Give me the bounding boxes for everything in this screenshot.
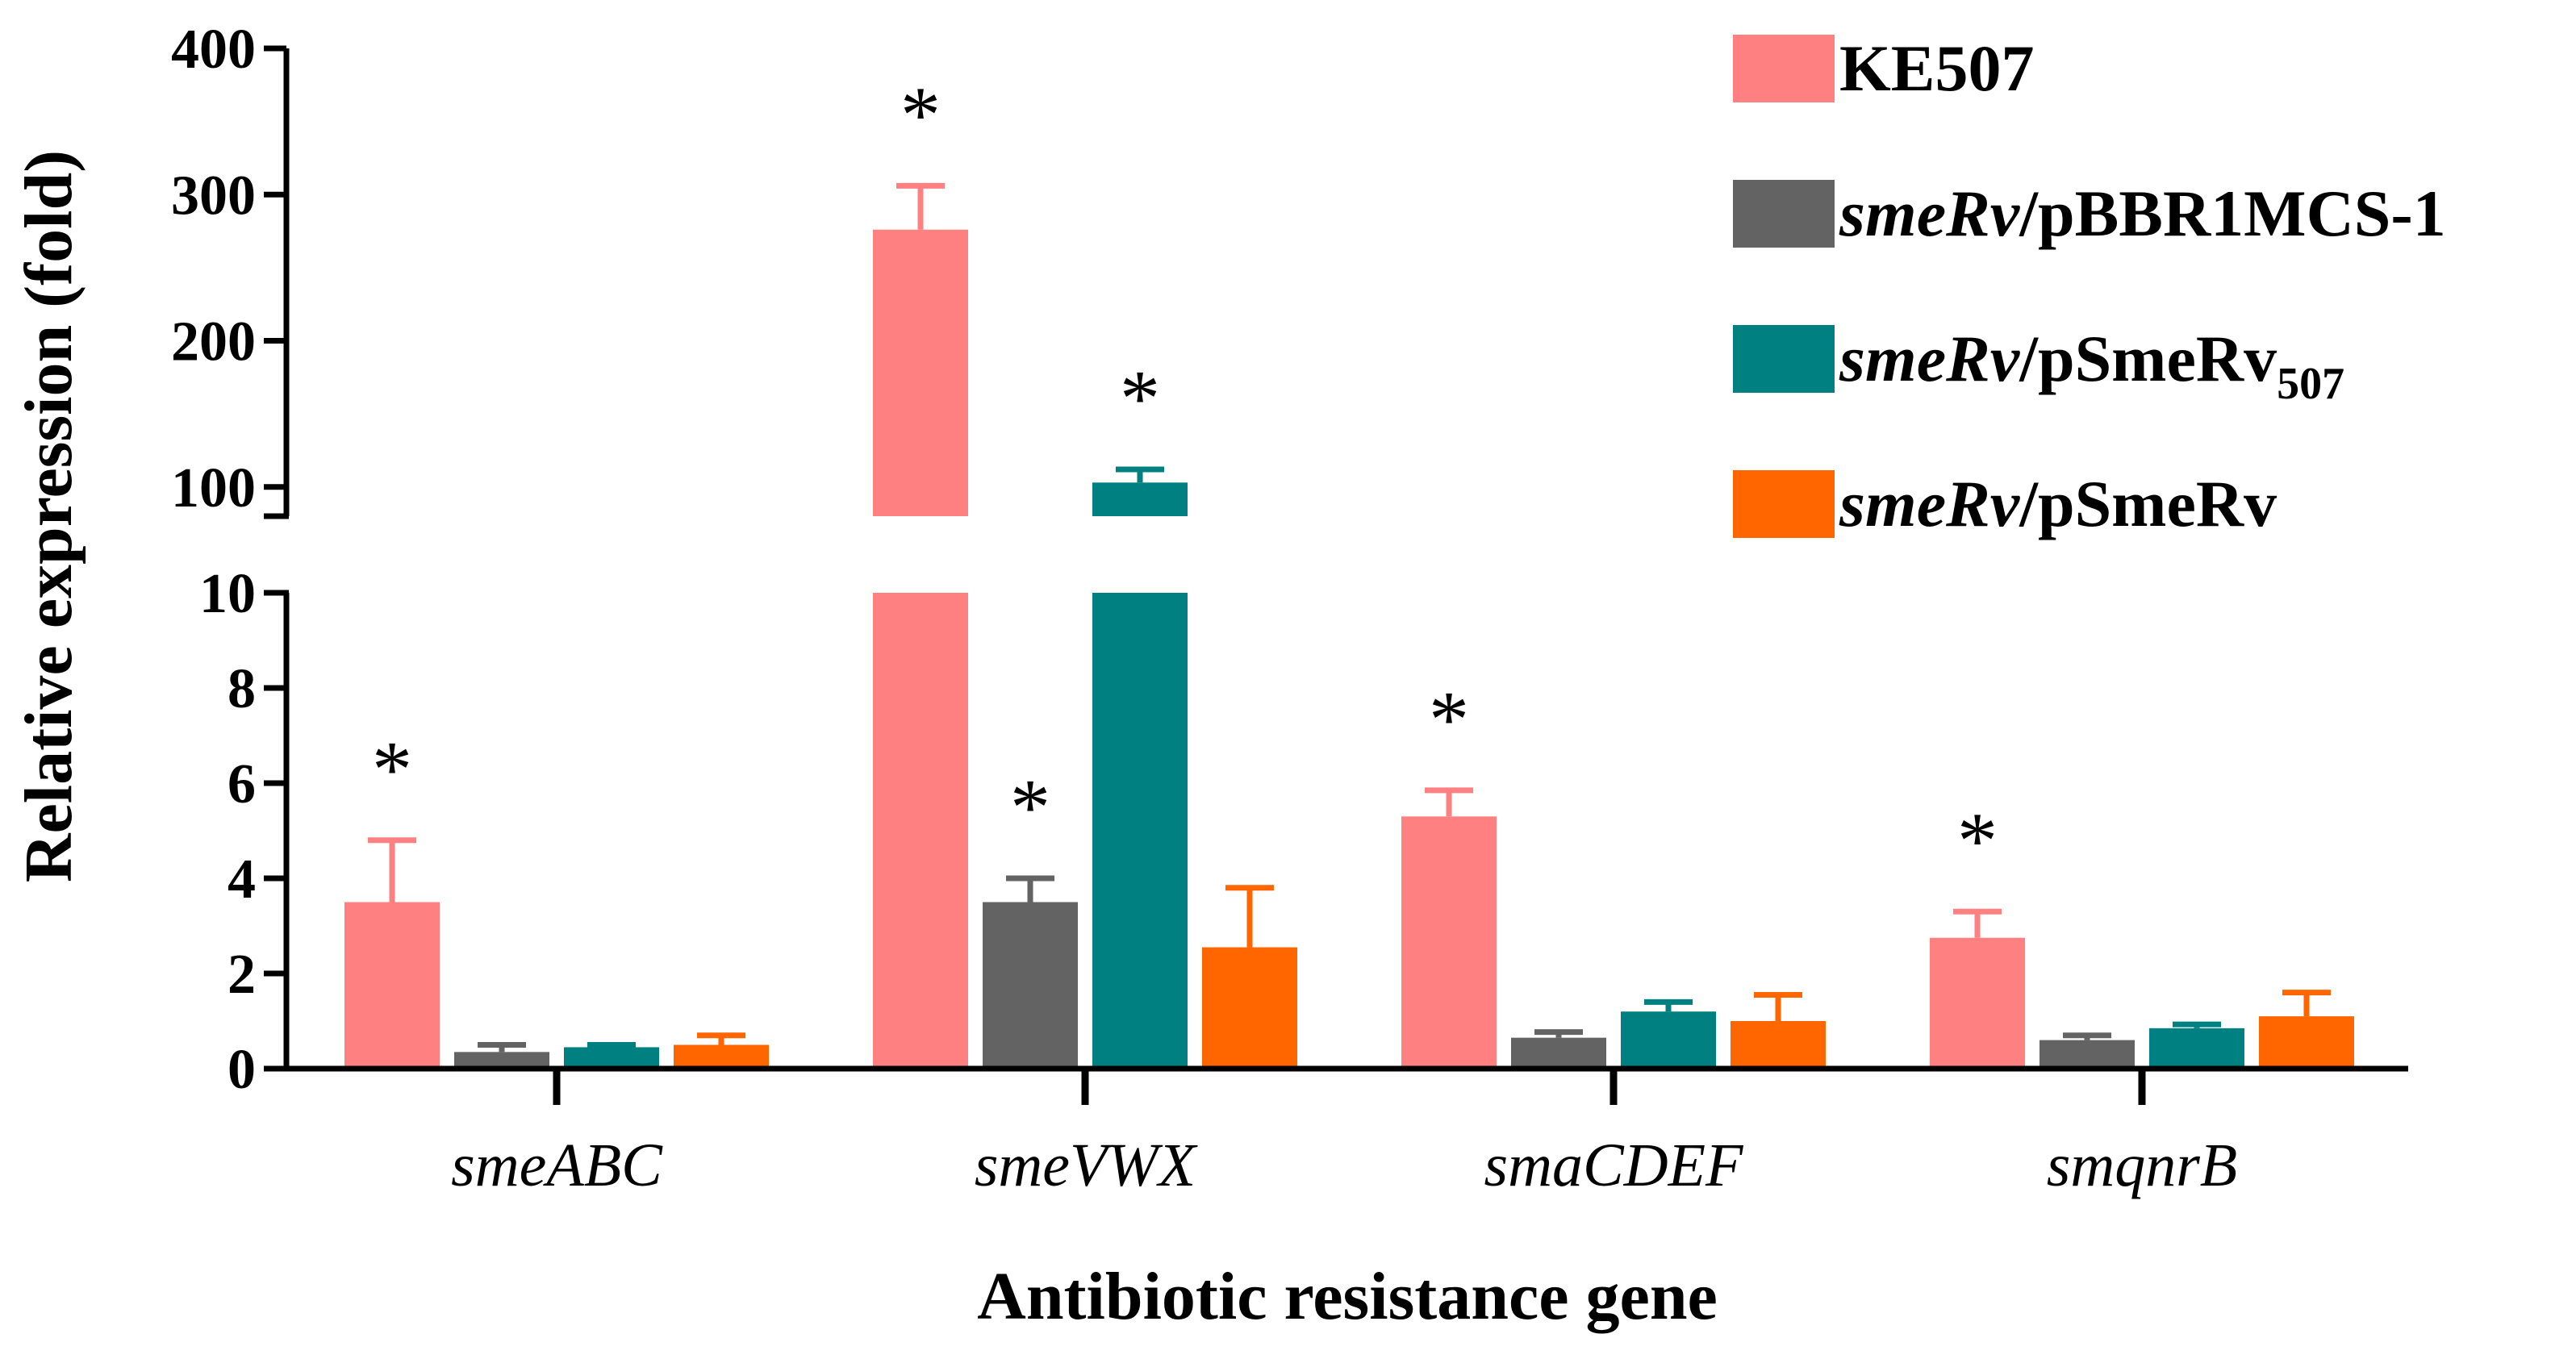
y-axis-title: Relative expression (fold) [11,150,86,882]
significance-star-smqnrB-s0: * [1957,795,1998,885]
y-tick-label-6: 6 [228,753,256,815]
legend-label-italic-1: smeRv [1839,177,2021,250]
y-tick-label-8: 8 [228,658,256,720]
y-tick-label-2: 2 [228,944,256,1006]
bar-smeVWX-s0-lower [873,593,968,1069]
y-tick-label-300: 300 [171,165,256,227]
y-tick-label-10: 10 [199,563,256,625]
bar-smeVWX-s3 [1202,947,1297,1069]
legend-swatch-2 [1733,325,1835,393]
bar-smqnrB-s0 [1930,937,2025,1069]
significance-star-smeABC-s0: * [372,724,412,814]
bar-smeVWX-s2-lower [1092,593,1188,1069]
y-tick-label-100: 100 [171,457,256,519]
bar-smeVWX-s0-upper [873,229,968,516]
y-tick-label-0: 0 [228,1039,256,1101]
bar-smeABC-s3 [674,1044,769,1069]
legend-label-italic-3: smeRv [1839,467,2021,540]
legend-label-0: KE507 [1839,31,2034,105]
legend-label-italic-2: smeRv [1839,322,2021,395]
x-tick-label-smeABC: smeABC [451,1132,663,1199]
bar-smeABC-s2 [564,1047,659,1069]
bar-smaCDEF-s0 [1401,816,1497,1069]
bar-smqnrB-s3 [2259,1016,2354,1069]
significance-star-smaCDEF-s0: * [1429,674,1469,764]
legend-label-text-0: KE507 [1839,31,2034,105]
significance-star-smeVWX-s0: * [900,69,941,159]
legend-swatch-3 [1733,470,1835,538]
x-tick-label-smeVWX: smeVWX [975,1132,1198,1199]
legend-label-subscript-2: 507 [2277,359,2344,409]
bar-smaCDEF-s1 [1511,1037,1606,1069]
bar-smaCDEF-s3 [1731,1021,1826,1069]
legend-label-2: smeRv/pSmeRv507 [1839,322,2344,409]
significance-star-smeVWX-s1: * [1010,762,1050,852]
bar-smeABC-s0 [344,902,440,1069]
x-tick-label-smaCDEF: smaCDEF [1484,1132,1744,1199]
legend-label-text-3: /pSmeRv [2019,467,2277,540]
bar-smeVWX-s2-upper [1092,482,1188,516]
legend-swatch-1 [1733,180,1835,248]
legend-label-text-1: /pBBR1MCS-1 [2019,177,2446,250]
legend-label-1: smeRv/pBBR1MCS-1 [1839,177,2446,250]
legend-swatch-0 [1733,35,1835,102]
y-tick-label-400: 400 [171,19,256,81]
bar-smaCDEF-s2 [1621,1011,1716,1069]
significance-star-smeVWX-s2: * [1120,353,1160,443]
bar-smeABC-s1 [454,1052,549,1069]
bar-smqnrB-s2 [2149,1028,2244,1069]
x-axis-title: Antibiotic resistance gene [977,1259,1718,1334]
legend-label-text-2: /pSmeRv [2019,322,2277,395]
x-tick-label-smqnrB: smqnrB [2047,1132,2237,1199]
legend-label-3: smeRv/pSmeRv [1839,467,2277,540]
y-tick-label-200: 200 [171,311,256,373]
bar-smqnrB-s1 [2040,1040,2135,1069]
bar-smeVWX-s1 [983,902,1078,1069]
y-tick-label-4: 4 [228,848,256,911]
